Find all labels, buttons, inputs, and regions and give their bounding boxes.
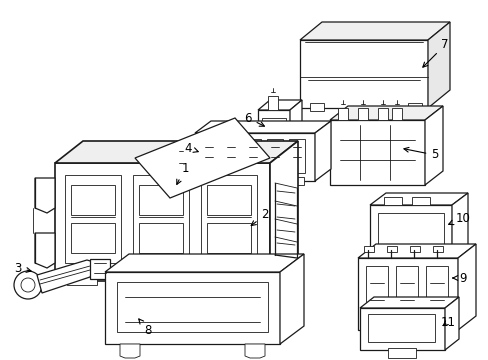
Bar (67, 273, 97, 285)
Bar (244, 139, 261, 173)
Bar (383, 197, 401, 205)
Text: 4: 4 (184, 141, 198, 154)
Polygon shape (359, 297, 458, 308)
Bar (367, 314, 434, 342)
Bar (217, 273, 246, 285)
Bar (206, 185, 250, 215)
Bar (55, 163, 269, 281)
Bar (223, 139, 239, 173)
Bar (395, 266, 417, 320)
Bar (407, 103, 421, 111)
Polygon shape (457, 244, 475, 330)
Polygon shape (314, 121, 330, 181)
Polygon shape (35, 178, 55, 213)
Bar (409, 246, 419, 252)
Bar (288, 139, 305, 173)
Text: 11: 11 (440, 315, 454, 328)
Bar (357, 108, 367, 120)
Polygon shape (55, 141, 297, 163)
Polygon shape (195, 121, 330, 133)
Text: 9: 9 (452, 271, 466, 284)
Polygon shape (269, 141, 297, 281)
Polygon shape (451, 193, 467, 257)
Bar (266, 139, 283, 173)
Polygon shape (258, 100, 302, 110)
Polygon shape (444, 297, 458, 350)
Polygon shape (37, 260, 100, 293)
Bar (201, 139, 217, 173)
Bar (369, 205, 451, 257)
Polygon shape (35, 233, 55, 268)
Polygon shape (244, 344, 264, 358)
Bar (117, 273, 147, 285)
Bar (195, 133, 314, 181)
Polygon shape (120, 344, 140, 358)
Bar (411, 197, 429, 205)
Bar (262, 118, 285, 144)
Polygon shape (289, 100, 302, 152)
Polygon shape (135, 118, 269, 198)
Bar (387, 348, 415, 358)
Bar (267, 96, 278, 110)
Bar (117, 282, 267, 332)
Bar (432, 246, 442, 252)
Bar (201, 175, 257, 263)
Bar (365, 266, 387, 320)
Bar (209, 177, 227, 185)
Bar (377, 108, 387, 120)
Bar (65, 175, 121, 263)
Bar (71, 185, 115, 215)
Polygon shape (280, 254, 304, 344)
Polygon shape (369, 193, 467, 205)
Bar (425, 266, 447, 320)
Polygon shape (329, 106, 442, 120)
Bar (309, 103, 324, 111)
Text: 6: 6 (244, 112, 264, 126)
Bar (206, 223, 250, 253)
Bar (386, 246, 396, 252)
Bar (90, 259, 110, 279)
Bar (167, 273, 197, 285)
Text: 1: 1 (177, 162, 188, 184)
Text: 3: 3 (14, 261, 31, 274)
Text: 10: 10 (448, 211, 469, 225)
Bar (359, 308, 444, 350)
Bar (391, 108, 401, 120)
Polygon shape (105, 254, 304, 272)
Bar (329, 120, 424, 185)
Bar (285, 177, 304, 185)
Polygon shape (427, 22, 449, 108)
Bar (105, 272, 280, 344)
Text: 7: 7 (422, 39, 448, 67)
Bar (377, 213, 443, 247)
Text: 5: 5 (403, 147, 438, 162)
Polygon shape (299, 22, 449, 40)
Text: 8: 8 (139, 319, 151, 337)
Bar (247, 177, 265, 185)
Bar (133, 175, 189, 263)
Bar (183, 143, 195, 171)
Polygon shape (424, 106, 442, 185)
Bar (139, 185, 183, 215)
Bar (299, 40, 427, 108)
Bar (363, 246, 373, 252)
Text: 2: 2 (251, 208, 268, 226)
Bar (139, 223, 183, 253)
Polygon shape (357, 244, 475, 258)
Bar (357, 258, 457, 330)
Bar (337, 108, 347, 120)
Bar (258, 110, 289, 152)
Bar (71, 223, 115, 253)
